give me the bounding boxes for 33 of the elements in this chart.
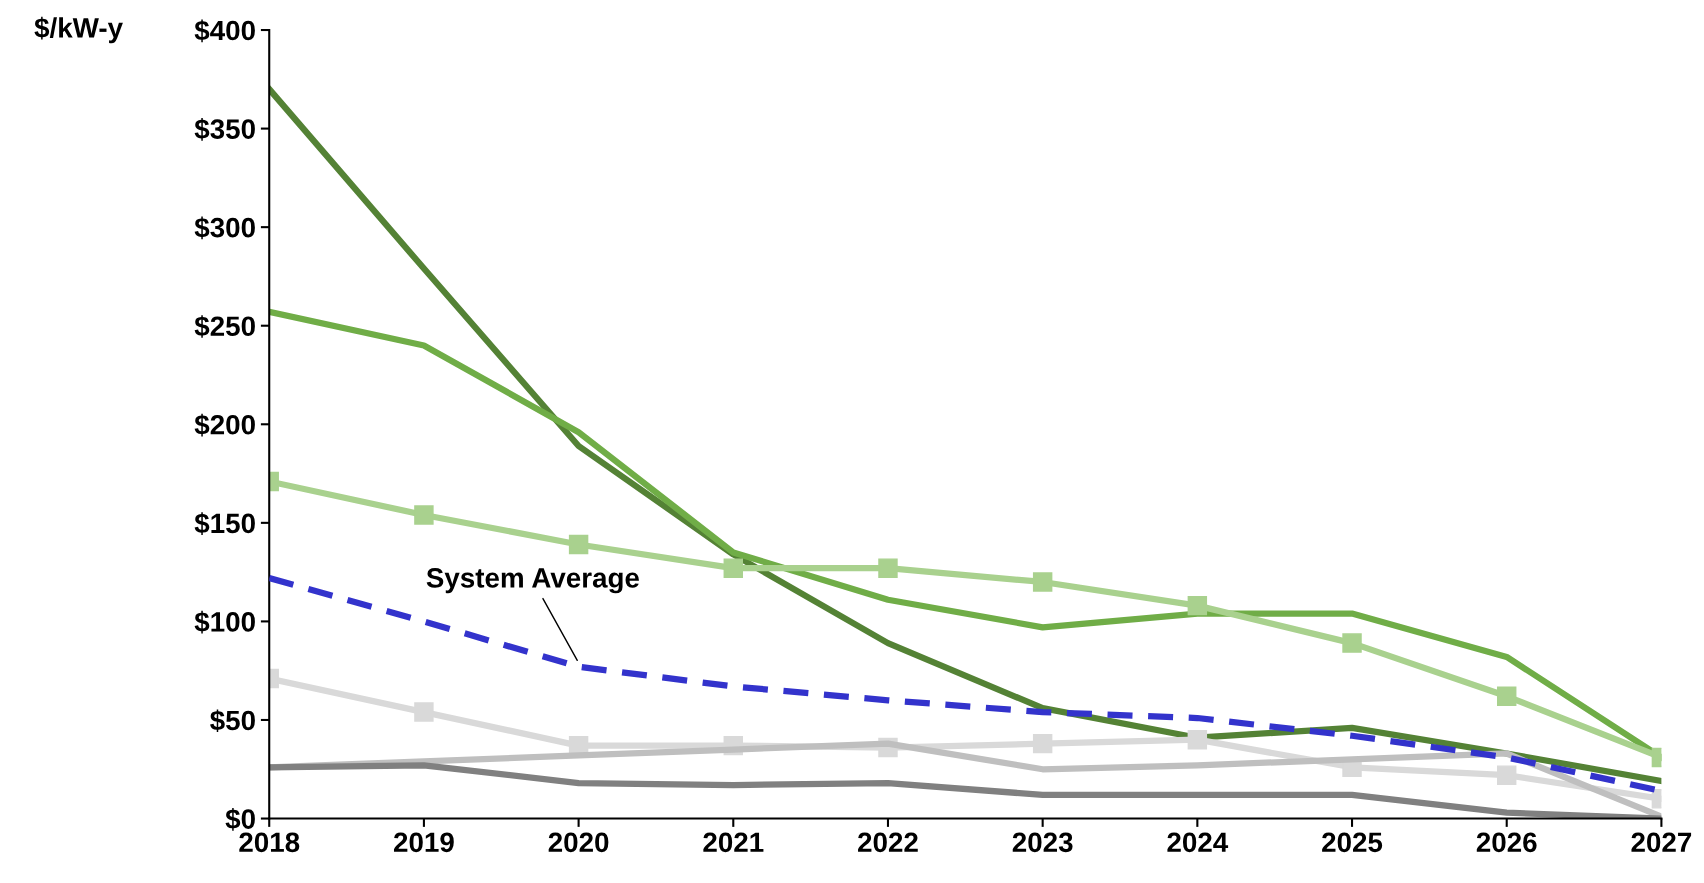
x-tick-label: 2027	[1631, 832, 1692, 853]
y-tick-label: $200	[194, 413, 255, 437]
x-tick-label: 2025	[1322, 832, 1383, 853]
y-tick-label: $400	[194, 19, 255, 43]
y-axis-title: $/kW-y	[34, 16, 123, 44]
point	[1187, 595, 1208, 616]
point	[1342, 633, 1362, 653]
x-tick-label: 2023	[1012, 832, 1073, 853]
y-tick-label: $0	[225, 807, 255, 831]
x-tick-label: 2019	[393, 832, 454, 853]
point	[1187, 729, 1208, 750]
point	[1032, 733, 1053, 754]
point	[568, 534, 589, 555]
y-tick-label: $300	[194, 216, 255, 240]
x-tick-label: 2020	[548, 832, 609, 853]
y-tick-label: $250	[194, 315, 255, 338]
point	[414, 505, 434, 525]
point	[414, 702, 434, 722]
x-tick-label: 2022	[858, 832, 918, 853]
x-tick-label: 2018	[239, 832, 300, 853]
point	[723, 558, 744, 578]
y-tick-label: $50	[210, 709, 255, 733]
annotation: System Average	[426, 568, 639, 594]
x-tick-label: 2021	[703, 832, 764, 853]
y-tick-label: $350	[194, 118, 255, 141]
point	[1496, 765, 1517, 785]
point	[878, 558, 898, 578]
x-tick-label: 2024	[1167, 832, 1229, 853]
point	[1032, 572, 1053, 592]
x-tick-label: 2026	[1476, 832, 1537, 853]
y-tick-label: $100	[194, 610, 255, 634]
point	[1496, 686, 1517, 707]
y-tick-label: $150	[194, 512, 255, 535]
